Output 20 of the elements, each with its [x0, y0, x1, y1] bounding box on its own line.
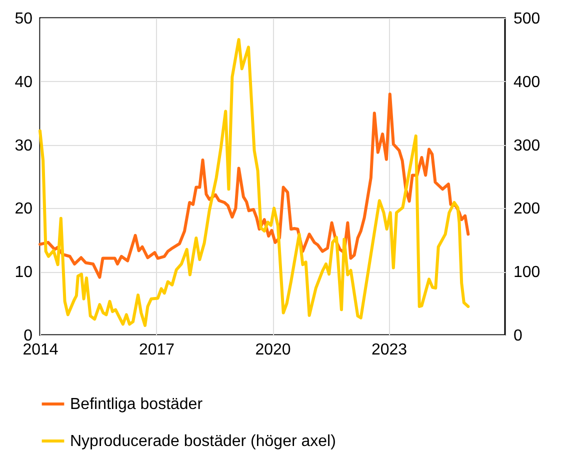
line-series — [38, 38, 470, 327]
y-tick-label: 40 — [14, 74, 33, 91]
y2-tick-label: 300 — [514, 137, 540, 154]
y-tick-label: 10 — [14, 264, 33, 282]
y-tick-label: 30 — [14, 137, 33, 154]
y2-tick-label: 200 — [514, 200, 540, 218]
y2-tick-label: 0 — [514, 328, 522, 344]
legend-label: Nyproducerade bostäder (höger axel) — [70, 433, 336, 450]
y-tick-label: 20 — [14, 200, 33, 218]
x-tick-label: 2023 — [371, 342, 408, 358]
x-tick-label: 2020 — [255, 342, 291, 358]
y2-tick-label: 500 — [514, 10, 540, 28]
x-tick-label: 2014 — [22, 342, 58, 358]
y2-tick-label: 100 — [514, 264, 540, 282]
y-tick-label: 50 — [14, 10, 33, 28]
y2-tick-label: 400 — [514, 74, 540, 91]
x-tick-label: 2017 — [138, 342, 175, 358]
y-tick-label: 0 — [24, 328, 33, 344]
line-series — [38, 92, 470, 279]
legend-label: Befintliga bostäder — [70, 396, 204, 413]
